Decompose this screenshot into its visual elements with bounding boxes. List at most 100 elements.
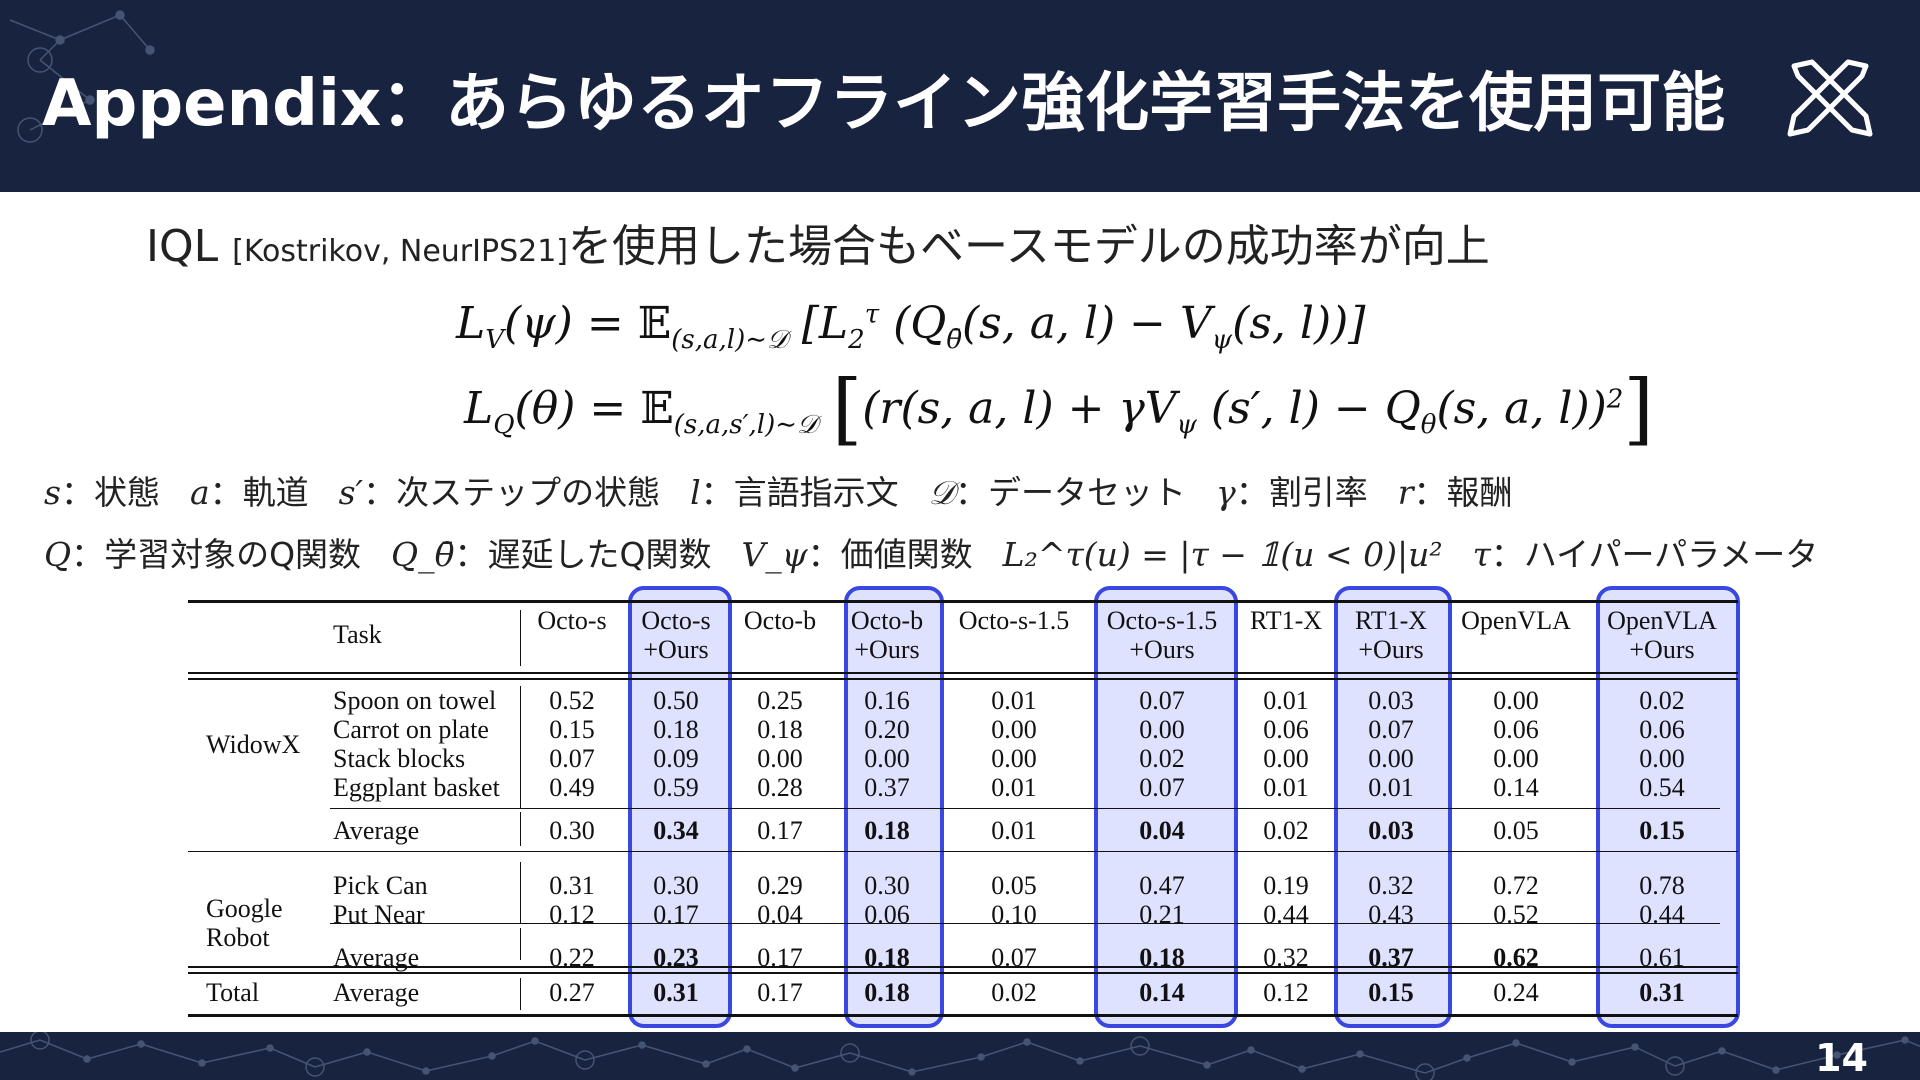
value-cell: 0.00 [1139, 715, 1185, 744]
value-cell: 0.00 [1639, 744, 1685, 773]
value-cell: 0.16 [864, 686, 910, 715]
total-cell: 0.12 [1263, 978, 1309, 1007]
value-cell: 0.10 [991, 900, 1037, 929]
legend-item: L₂^τ(u) = |τ − 𝟙(u < 0)|u² [1003, 535, 1443, 574]
value-cell: 0.01 [991, 686, 1037, 715]
slide-header: Appendix：あらゆるオフライン強化学習手法を使用可能 [0, 0, 1920, 192]
average-cell: 0.17 [757, 816, 803, 845]
task-column-divider [520, 928, 521, 960]
legend-symbol: V_ψ [741, 535, 808, 574]
table-top-rule [188, 600, 1738, 603]
total-cell: 0.02 [991, 978, 1037, 1007]
value-cell: 0.31 [549, 871, 595, 900]
value-cell: 0.30 [653, 871, 699, 900]
value-cell: 0.00 [1493, 744, 1539, 773]
task-label: Stack blocks [333, 744, 466, 773]
average-cell: 0.30 [549, 816, 595, 845]
task-column-divider [520, 812, 521, 846]
value-cell: 0.00 [991, 744, 1037, 773]
task-column-divider [520, 862, 521, 923]
q-loss-formula: LQ(θ) = 𝔼(s,a,s′,l)∼𝒟 [(r(s, a, l) + γVψ… [464, 364, 1654, 454]
average-cell: 0.03 [1368, 816, 1414, 845]
legend-item: s′：次ステップの状態 [339, 473, 660, 512]
highlight-octo-s15-ours [1094, 586, 1238, 1028]
legend-symbol: 𝒟 [928, 473, 955, 512]
value-cell: 0.00 [991, 715, 1037, 744]
value-cell: 0.02 [1139, 744, 1185, 773]
legend-symbol: l [690, 473, 701, 512]
task-column-divider [520, 610, 521, 666]
value-cell: 0.15 [549, 715, 595, 744]
value-cell: 0.78 [1639, 871, 1685, 900]
column-header: OpenVLA +Ours [1607, 606, 1717, 664]
value-cell: 0.52 [549, 686, 595, 715]
average-cell: 0.22 [549, 943, 595, 972]
citation: [Kostrikov, NeurIPS21] [232, 234, 568, 269]
subtitle-suffix: を使用した場合もベースモデルの成功率が向上 [568, 221, 1490, 272]
legend-label: ：遅延したQ関数 [454, 535, 712, 574]
value-cell: 0.21 [1139, 900, 1185, 929]
legend-item: τ：ハイパーパラメータ [1473, 535, 1819, 574]
legend-label: ：学習対象のQ関数 [71, 535, 362, 574]
task-column-divider [520, 686, 521, 808]
task-label: Carrot on plate [333, 715, 489, 744]
widowx-average-rule [330, 808, 1720, 809]
column-header: Octo-b [743, 606, 817, 635]
symbol-legend-line-2: Q：学習対象のQ関数 Q_θ̄：遅延したQ関数 V_ψ：価値関数 L₂^τ(u) = … [44, 528, 1848, 576]
highlight-octo-b-ours [844, 586, 944, 1028]
average-cell: 0.37 [1368, 943, 1414, 972]
task-label: Eggplant basket [333, 773, 500, 802]
legend-item: γ：割引率 [1216, 473, 1368, 512]
legend-symbol: Q_θ̄ [391, 535, 455, 574]
average-cell: 0.18 [864, 816, 910, 845]
value-cell: 0.18 [653, 715, 699, 744]
table-bottom-rule [188, 1014, 1738, 1017]
average-cell: 0.02 [1263, 816, 1309, 845]
legend-symbol: γ [1215, 473, 1236, 512]
value-cell: 0.29 [757, 871, 803, 900]
legend-symbol: s [44, 473, 61, 512]
table-header-rule-2 [188, 678, 1738, 680]
value-cell: 0.54 [1639, 773, 1685, 802]
total-cell: 0.14 [1139, 978, 1185, 1007]
value-cell: 0.30 [864, 871, 910, 900]
legend-item: Q：学習対象のQ関数 [44, 535, 361, 574]
average-cell: 0.18 [1139, 943, 1185, 972]
legend-symbol: a [189, 473, 210, 512]
page-number: 14 [1815, 1036, 1868, 1080]
total-cell: 0.31 [1639, 978, 1685, 1007]
legend-item: Q_θ̄：遅延したQ関数 [391, 535, 711, 574]
legend-symbol: r [1397, 473, 1414, 512]
average-cell: 0.05 [1493, 816, 1539, 845]
slide-title: Appendix：あらゆるオフライン強化学習手法を使用可能 [42, 67, 1726, 141]
total-average-label: Average [333, 978, 420, 1007]
value-cell: 0.01 [1263, 686, 1309, 715]
value-cell: 0.06 [1263, 715, 1309, 744]
average-label: Average [333, 816, 420, 845]
average-cell: 0.34 [653, 816, 699, 845]
task-label: Spoon on towel [333, 686, 497, 715]
value-cell: 0.47 [1139, 871, 1185, 900]
legend-item: V_ψ：価値関数 [741, 535, 972, 574]
column-header: Octo-s [537, 606, 607, 635]
value-cell: 0.52 [1493, 900, 1539, 929]
widowx-bottom-rule [188, 851, 1738, 852]
legend-label: ：報酬 [1413, 473, 1513, 512]
value-cell: 0.07 [1139, 773, 1185, 802]
highlight-rt1x-ours [1334, 586, 1452, 1028]
value-loss-formula: LV(ψ) = 𝔼(s,a,l)∼𝒟 [L2τ (Qθ̄(s, a, l) − … [456, 298, 1366, 355]
value-cell: 0.17 [653, 900, 699, 929]
value-cell: 0.00 [1493, 686, 1539, 715]
total-label: Total [206, 978, 260, 1007]
legend-label: ：状態 [60, 473, 160, 512]
value-cell: 0.37 [864, 773, 910, 802]
symbol-legend-line-1: s：状態 a：軌道 s′：次ステップの状態 l：言語指示文 𝒟：データセット γ：割引率 r… [44, 466, 1542, 514]
value-cell: 0.04 [757, 900, 803, 929]
average-cell: 0.18 [864, 943, 910, 972]
slide-footer [0, 1032, 1920, 1080]
highlight-openvla-ours [1596, 586, 1740, 1028]
total-cell: 0.18 [864, 978, 910, 1007]
table-header-rule [188, 672, 1738, 674]
value-cell: 0.20 [864, 715, 910, 744]
value-cell: 0.00 [864, 744, 910, 773]
